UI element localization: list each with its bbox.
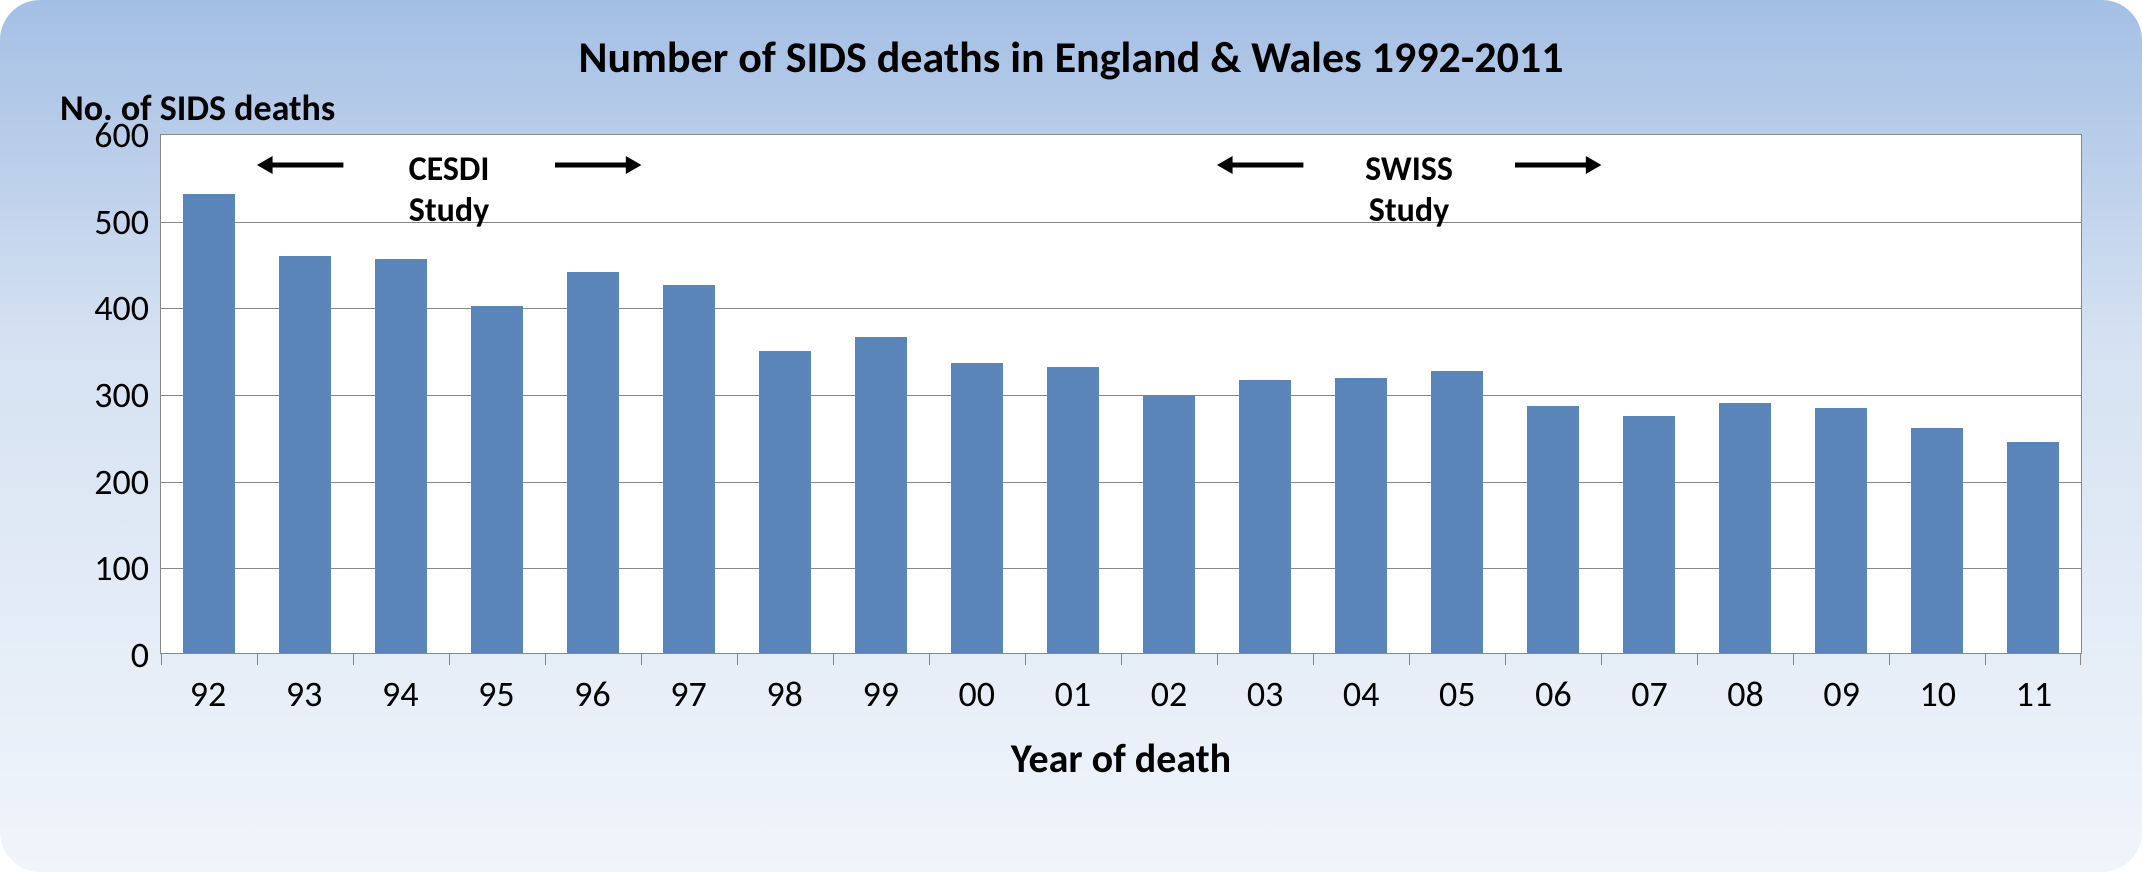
bar-slot <box>833 135 929 653</box>
bar-slot <box>1985 135 2081 653</box>
bar <box>1911 428 1964 653</box>
x-tick <box>1601 653 1602 665</box>
x-tick-label: 06 <box>1505 654 1601 716</box>
chart-container: Number of SIDS deaths in England & Wales… <box>0 0 2142 872</box>
bar-slot <box>929 135 1025 653</box>
bar-slot <box>1313 135 1409 653</box>
bar <box>1335 378 1388 653</box>
x-tick-label: 99 <box>833 654 929 716</box>
y-tick-label: 600 <box>94 113 161 157</box>
x-tick <box>1985 653 1986 665</box>
plot-area: 0100200300400500600CESDIStudySWISSStudy <box>160 134 2082 654</box>
x-tick <box>257 653 258 665</box>
bar <box>183 194 236 653</box>
bar <box>1047 367 1100 653</box>
bar-slot <box>257 135 353 653</box>
bar <box>1239 380 1292 653</box>
bar-slot <box>1409 135 1505 653</box>
x-tick <box>2080 653 2081 665</box>
bars <box>161 135 2081 653</box>
x-tick-label: 07 <box>1601 654 1697 716</box>
bar <box>855 337 908 653</box>
x-tick <box>1409 653 1410 665</box>
x-tick-label: 00 <box>929 654 1025 716</box>
x-tick <box>1025 653 1026 665</box>
bar <box>471 306 524 653</box>
plot-wrapper: 0100200300400500600CESDIStudySWISSStudy … <box>160 134 2082 783</box>
bar-slot <box>1889 135 1985 653</box>
bar-slot <box>641 135 737 653</box>
x-tick-label: 94 <box>352 654 448 716</box>
x-tick-label: 93 <box>256 654 352 716</box>
x-tick <box>737 653 738 665</box>
x-tick <box>353 653 354 665</box>
x-tick-label: 01 <box>1025 654 1121 716</box>
x-tick-label: 95 <box>448 654 544 716</box>
x-tick <box>1313 653 1314 665</box>
bar-slot <box>1697 135 1793 653</box>
bar <box>567 272 620 653</box>
x-tick <box>1697 653 1698 665</box>
y-tick-label: 400 <box>94 286 161 330</box>
x-tick-label: 02 <box>1121 654 1217 716</box>
bar-slot <box>353 135 449 653</box>
bar-slot <box>1505 135 1601 653</box>
bar-slot <box>1601 135 1697 653</box>
y-tick-label: 300 <box>94 373 161 417</box>
bar-slot <box>1025 135 1121 653</box>
x-tick <box>641 653 642 665</box>
bar-slot <box>1793 135 1889 653</box>
bar-slot <box>545 135 641 653</box>
bar-slot <box>449 135 545 653</box>
x-axis-title: Year of death <box>160 734 2082 783</box>
bar-slot <box>161 135 257 653</box>
x-tick-label: 92 <box>160 654 256 716</box>
y-tick-label: 0 <box>131 633 161 677</box>
x-tick <box>161 653 162 665</box>
x-tick <box>1121 653 1122 665</box>
x-tick <box>449 653 450 665</box>
x-tick-label: 98 <box>737 654 833 716</box>
bar <box>375 259 428 653</box>
x-tick <box>929 653 930 665</box>
x-tick <box>545 653 546 665</box>
x-tick-label: 09 <box>1794 654 1890 716</box>
x-tick-label: 97 <box>640 654 736 716</box>
bar <box>1623 416 1676 653</box>
chart-title: Number of SIDS deaths in England & Wales… <box>20 30 2122 84</box>
bar <box>951 363 1004 653</box>
x-tick <box>833 653 834 665</box>
x-tick-label: 11 <box>1986 654 2082 716</box>
x-tick <box>1793 653 1794 665</box>
x-tick-label: 05 <box>1409 654 1505 716</box>
x-tick <box>1217 653 1218 665</box>
y-tick-label: 500 <box>94 200 161 244</box>
bar <box>2007 442 2060 653</box>
x-tick-label: 08 <box>1698 654 1794 716</box>
bar-slot <box>737 135 833 653</box>
x-tick-label: 04 <box>1313 654 1409 716</box>
bar-slot <box>1217 135 1313 653</box>
bar <box>1527 406 1580 653</box>
bar-slot <box>1121 135 1217 653</box>
bar <box>1815 408 1868 653</box>
y-tick-label: 100 <box>94 546 161 590</box>
bar <box>279 256 332 653</box>
x-tick-label: 03 <box>1217 654 1313 716</box>
x-tick-label: 96 <box>544 654 640 716</box>
bar <box>1431 371 1484 653</box>
bar <box>1719 403 1772 653</box>
bar <box>663 285 716 653</box>
x-tick <box>1505 653 1506 665</box>
bar <box>1143 395 1196 653</box>
x-tick <box>1889 653 1890 665</box>
y-tick-label: 200 <box>94 460 161 504</box>
x-tick-label: 10 <box>1890 654 1986 716</box>
bar <box>759 351 812 653</box>
